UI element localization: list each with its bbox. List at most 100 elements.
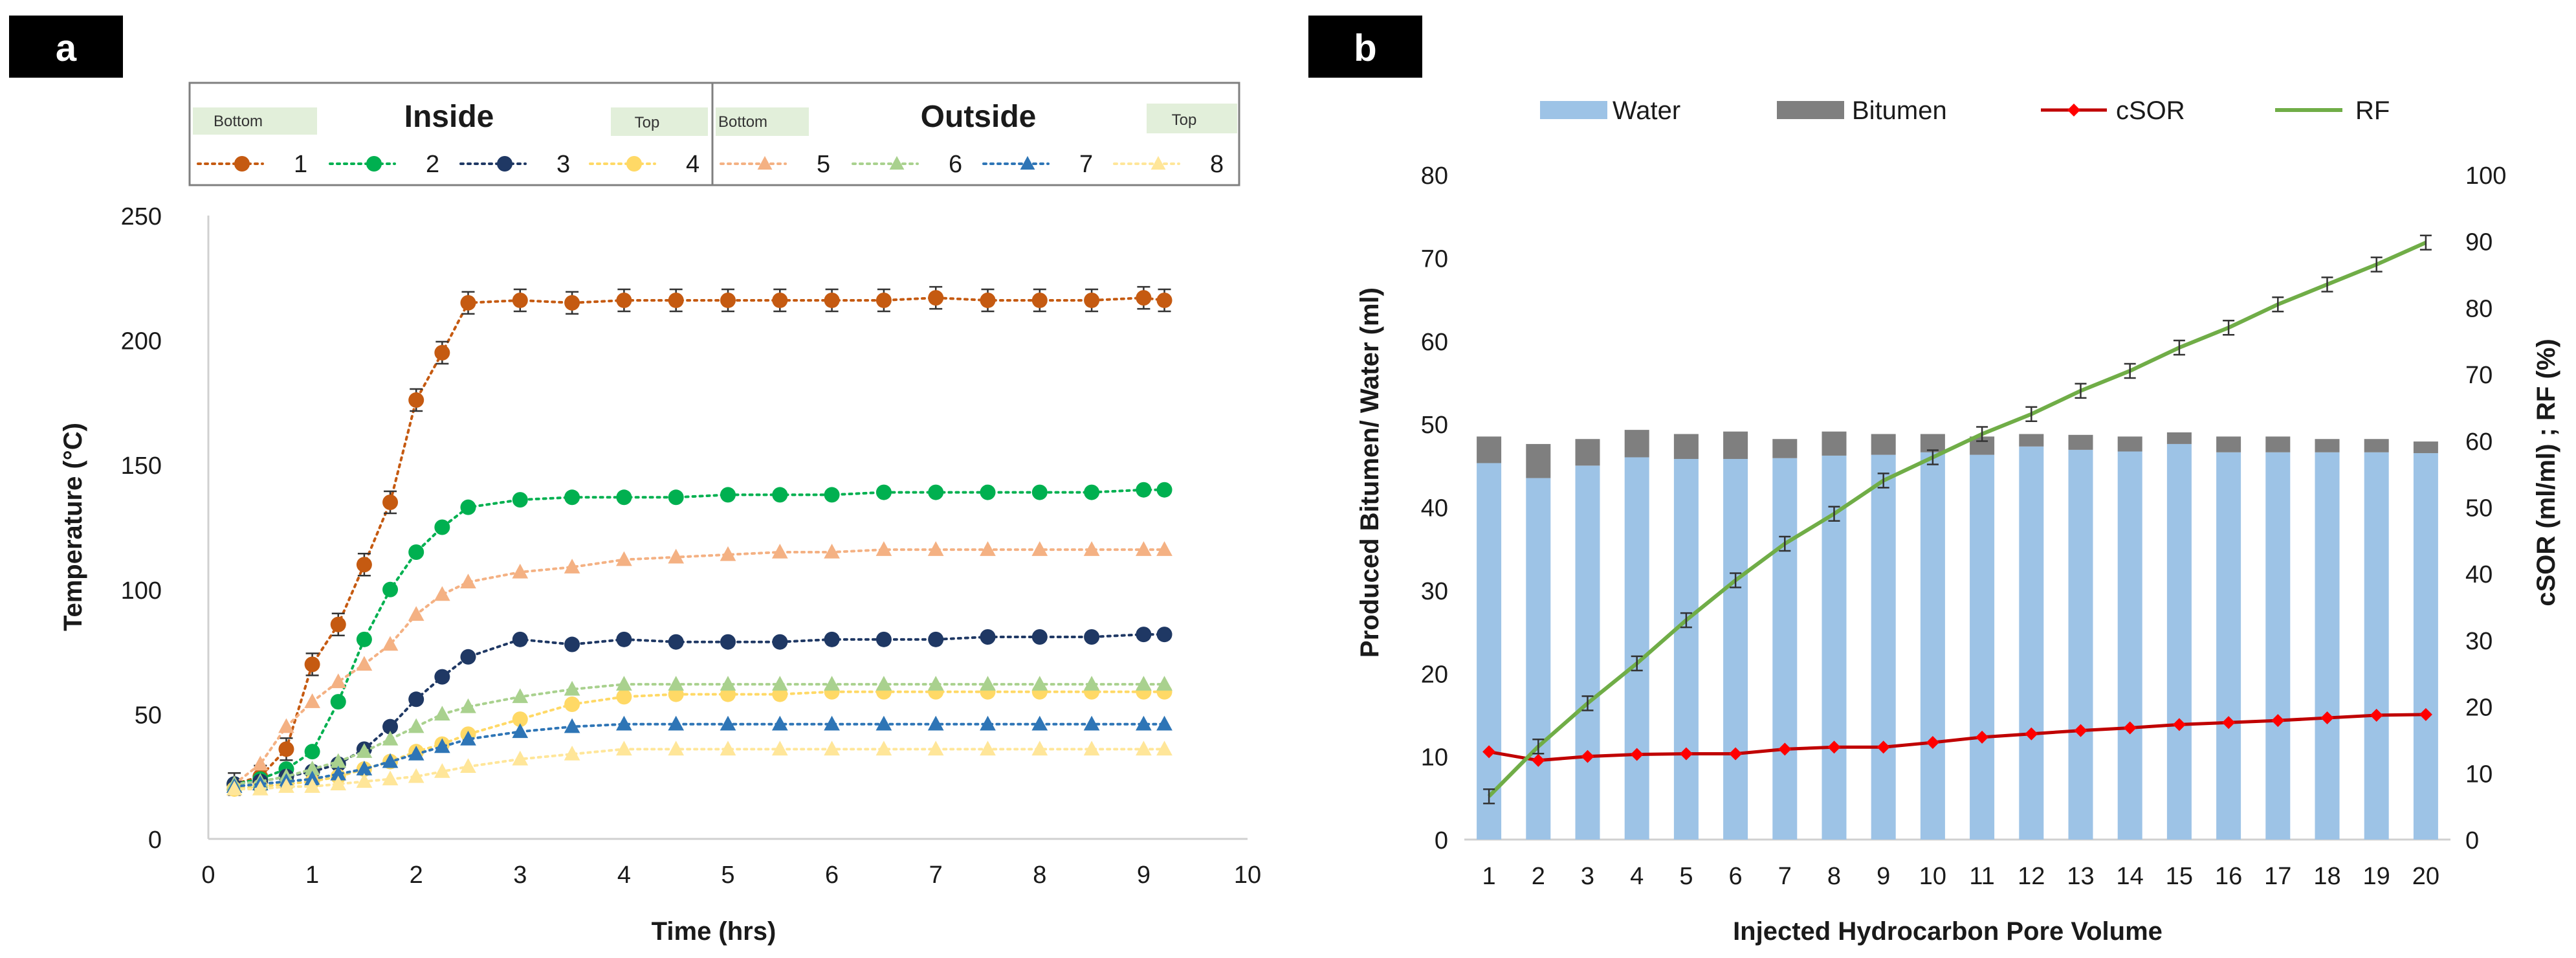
panel-b-left-axis-title: Produced Bitumen/ Water (ml) [1356,287,1384,658]
bar-bitumen [2413,441,2438,454]
legend-outside-title: Outside [921,100,1037,134]
data-point [304,693,320,708]
panel-b-left-ticks: 0 10 20 30 40 50 60 70 80 [1421,162,1448,854]
x-tick-label: 9 [1877,863,1890,890]
data-point [1083,715,1100,731]
data-point [824,715,840,731]
data-point [330,753,347,768]
left-tick-label: 40 [1421,495,1448,522]
series-line [1487,241,2427,798]
data-point [408,392,424,408]
data-point [434,586,450,601]
data-point [927,541,944,556]
data-point [564,718,580,733]
series-2 [226,482,1172,792]
data-point [460,499,476,515]
bar-bitumen [1723,431,1748,460]
data-point [720,715,736,731]
data-point [564,489,580,506]
data-point [875,715,892,731]
x-tick-label: 3 [513,862,527,889]
legend-label: 1 [294,151,307,178]
x-tick-label: 17 [2264,863,2291,890]
panel-a-legend: Bottom Inside Top Bottom Outside Top 1 2 3… [188,82,1240,186]
data-point [616,292,632,308]
data-point [2271,714,2285,728]
data-point [875,484,892,500]
bar-water [2265,452,2291,840]
series-line [1488,713,2426,763]
bar-bitumen [2265,436,2291,452]
data-point [824,544,840,559]
data-point [434,344,450,361]
data-point [2320,711,2334,725]
bar-bitumen [1871,434,1896,455]
right-tick-label: 80 [2465,295,2493,322]
x-tick-label: 10 [1234,862,1261,889]
data-point [408,544,424,561]
data-point [356,773,373,788]
legend-tag-bottom-outside-label: Bottom [718,113,767,131]
panel-a-y-axis-title: Temperature (°C) [59,423,87,631]
data-point [1156,676,1172,691]
legend-frame [188,82,1240,186]
data-point [1136,290,1152,306]
data-point [1827,741,1841,754]
data-point [772,292,788,308]
panel-a-y-ticks: 0 50 100 150 200 250 [121,203,162,854]
legend-a-entries: 1 2 3 4 5 6 7 8 [197,151,1224,178]
data-point [980,741,996,756]
data-point [1729,747,1743,761]
legend-tag-top-inside [611,107,708,136]
data-point [668,292,684,308]
data-point [616,715,632,731]
right-tick-label: 10 [2465,761,2493,788]
right-tick-label: 20 [2465,695,2493,722]
data-point [2074,724,2087,737]
panel-b-right-ticks: 0 10 20 30 40 50 60 70 80 90 100 [2465,162,2506,854]
data-point [1136,482,1152,498]
data-point [980,484,996,500]
x-tick-label: 13 [2067,863,2094,890]
x-tick-label: 7 [929,862,943,889]
data-point [1976,730,1989,744]
bar-water [2019,446,2044,840]
data-point [1156,741,1172,756]
bar-water [1526,478,1551,840]
x-tick-label: 2 [1532,863,1545,890]
series-line [233,633,1166,786]
data-point [824,676,840,691]
data-point [512,711,528,728]
legend-label: 3 [556,151,570,178]
data-point [564,746,580,761]
legend-label: Water [1613,96,1680,125]
data-point [564,636,580,652]
data-point [278,778,294,793]
legend-tag-top-outside [1147,104,1237,133]
bar-bitumen [1526,443,1551,478]
data-point [875,541,892,556]
bar-bitumen [1920,434,1945,452]
bar-water [2216,452,2241,840]
data-point [356,656,373,671]
data-point [408,691,424,707]
data-point [668,676,685,691]
series-line [233,748,1166,790]
data-point [1877,741,1890,754]
series-1 [226,285,1172,796]
right-tick-label: 60 [2465,429,2493,456]
data-point [356,761,373,775]
data-point [720,292,736,308]
legend-label: Bitumen [1852,96,1947,125]
data-point [1031,715,1048,731]
panel-a-x-ticks: 0 1 2 3 4 5 6 7 8 9 10 [201,862,1261,889]
panel-b-label: b [1354,27,1376,69]
data-point [771,676,788,691]
bar-bitumen [1772,439,1798,458]
x-tick-label: 1 [305,862,319,889]
bar-bitumen [2019,434,2044,447]
legend-tag-top-inside-label: Top [635,114,660,131]
right-tick-label: 30 [2465,628,2493,655]
data-point [980,541,996,556]
data-point [1532,753,1545,767]
